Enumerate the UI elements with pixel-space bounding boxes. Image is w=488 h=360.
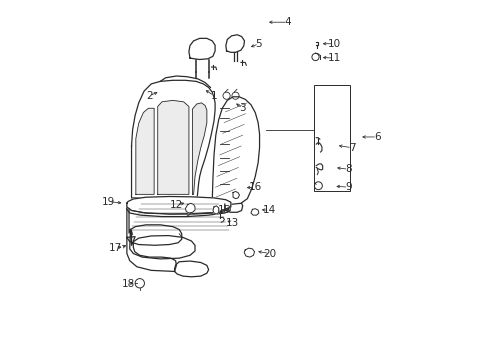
Polygon shape	[129, 229, 195, 259]
Polygon shape	[136, 108, 154, 194]
Polygon shape	[250, 209, 258, 215]
Polygon shape	[244, 248, 254, 257]
Polygon shape	[126, 197, 230, 214]
Polygon shape	[212, 97, 259, 204]
Polygon shape	[174, 261, 208, 277]
Polygon shape	[212, 206, 218, 214]
Polygon shape	[126, 197, 230, 217]
Text: 18: 18	[121, 279, 134, 289]
Text: 13: 13	[225, 218, 238, 228]
Text: 20: 20	[263, 248, 276, 258]
Polygon shape	[225, 35, 244, 52]
Text: 9: 9	[345, 182, 351, 192]
Text: 6: 6	[373, 132, 380, 142]
Text: 16: 16	[248, 182, 262, 192]
Polygon shape	[126, 203, 182, 245]
Polygon shape	[126, 237, 176, 271]
Text: 10: 10	[327, 39, 340, 49]
Polygon shape	[192, 103, 206, 194]
Text: 1: 1	[210, 91, 217, 101]
Text: 5: 5	[255, 39, 262, 49]
Polygon shape	[158, 100, 188, 194]
Polygon shape	[131, 80, 215, 198]
Polygon shape	[185, 203, 195, 213]
Text: 4: 4	[284, 17, 290, 27]
Text: 19: 19	[102, 197, 115, 207]
Bar	[314, 85, 349, 191]
Text: 8: 8	[345, 164, 351, 174]
Text: 14: 14	[263, 206, 276, 216]
Text: 2: 2	[146, 91, 152, 101]
Text: 3: 3	[239, 103, 245, 113]
Text: 11: 11	[327, 53, 340, 63]
Text: 15: 15	[218, 206, 231, 216]
Text: 17: 17	[108, 243, 122, 253]
Text: 12: 12	[169, 200, 183, 210]
Text: 7: 7	[348, 143, 355, 153]
Polygon shape	[233, 192, 239, 199]
Polygon shape	[188, 39, 215, 59]
